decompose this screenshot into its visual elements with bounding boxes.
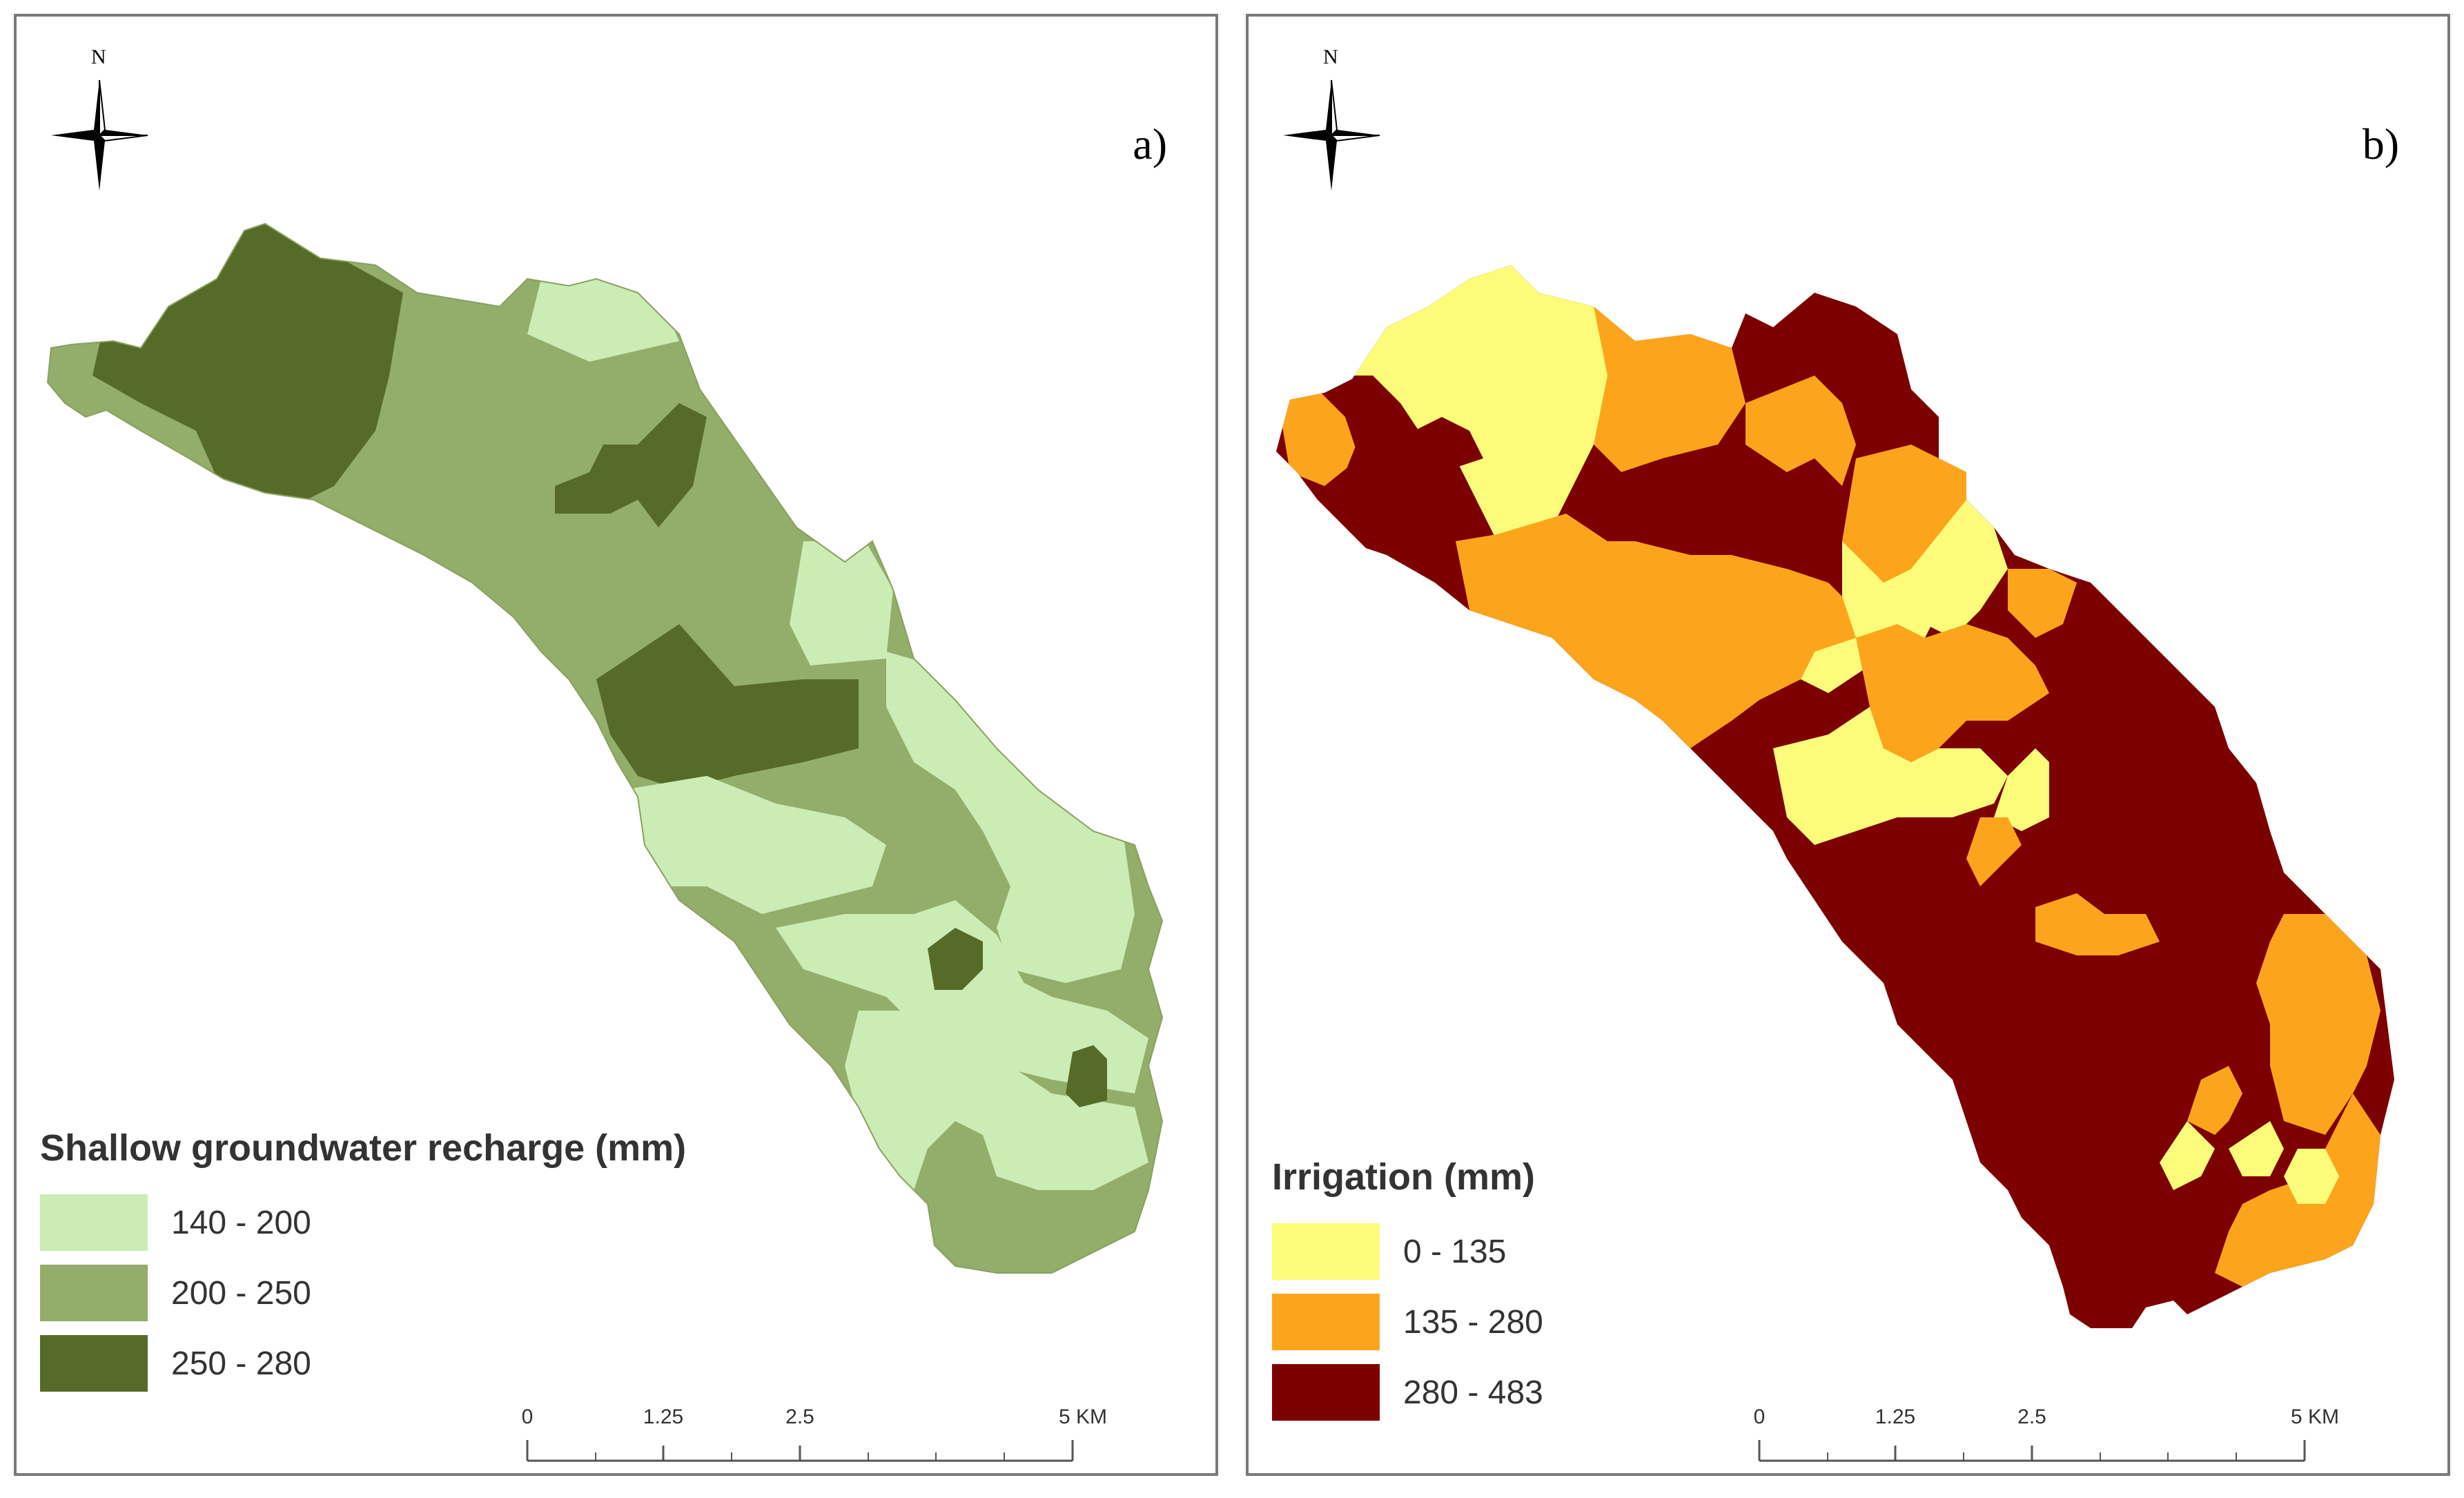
north-arrow-icon bbox=[1283, 79, 1380, 191]
north-arrow-icon bbox=[51, 79, 148, 191]
legend-label: 280 - 483 bbox=[1403, 1374, 1543, 1411]
legend-label: 250 - 280 bbox=[171, 1345, 311, 1382]
legend-label: 0 - 135 bbox=[1403, 1233, 1507, 1270]
north-label: N bbox=[91, 46, 106, 68]
north-label: N bbox=[1323, 46, 1338, 68]
legend-item: 140 - 200 bbox=[40, 1187, 686, 1258]
panel-b: N b) Irrigation (mm) 0 - 135 135 - 280 2… bbox=[1246, 14, 2450, 1476]
legend-item: 200 - 250 bbox=[40, 1258, 686, 1328]
legend-label: 200 - 250 bbox=[171, 1274, 311, 1312]
legend: Irrigation (mm) 0 - 135 135 - 280 280 - … bbox=[1272, 1156, 1543, 1428]
legend-swatch bbox=[1272, 1223, 1380, 1280]
legend-label: 140 - 200 bbox=[171, 1204, 311, 1241]
legend-item: 250 - 280 bbox=[40, 1328, 686, 1399]
legend-swatch bbox=[40, 1194, 148, 1251]
panel-label: a) bbox=[1133, 119, 1167, 168]
scale-label: 5 KM bbox=[1058, 1405, 1108, 1428]
scale-bar: 0 1.25 2.5 5 KM bbox=[1718, 1405, 2339, 1468]
legend-swatch bbox=[1272, 1364, 1380, 1421]
legend: Shallow groundwater recharge (mm) 140 - … bbox=[40, 1127, 686, 1399]
panel-a: N a) Shallow groundwater recharge (mm) 1… bbox=[14, 14, 1218, 1476]
legend-title: Shallow groundwater recharge (mm) bbox=[40, 1127, 687, 1169]
scale-label: 1.25 bbox=[643, 1405, 684, 1428]
scale-line bbox=[1758, 1440, 2306, 1462]
irrigation-map bbox=[1276, 265, 2394, 1328]
legend-label: 135 - 280 bbox=[1403, 1303, 1543, 1341]
scale-label: 2.5 bbox=[2017, 1405, 2046, 1428]
panel-label: b) bbox=[2362, 119, 2399, 168]
legend-item: 0 - 135 bbox=[1272, 1216, 1543, 1287]
legend-swatch bbox=[1272, 1294, 1380, 1350]
scale-label: 2.5 bbox=[785, 1405, 814, 1428]
scale-bar: 0 1.25 2.5 5 KM bbox=[486, 1405, 1107, 1468]
scale-label: 5 KM bbox=[2290, 1405, 2340, 1428]
legend-item: 280 - 483 bbox=[1272, 1357, 1543, 1428]
scale-label: 1.25 bbox=[1875, 1405, 1916, 1428]
legend-item: 135 - 280 bbox=[1272, 1287, 1543, 1357]
legend-title: Irrigation (mm) bbox=[1272, 1156, 1536, 1198]
scale-line bbox=[526, 1440, 1074, 1462]
scale-label: 0 bbox=[1753, 1405, 1766, 1428]
scale-label: 0 bbox=[521, 1405, 534, 1428]
legend-swatch bbox=[40, 1265, 148, 1321]
recharge-map bbox=[46, 222, 1164, 1274]
legend-swatch bbox=[40, 1335, 148, 1392]
